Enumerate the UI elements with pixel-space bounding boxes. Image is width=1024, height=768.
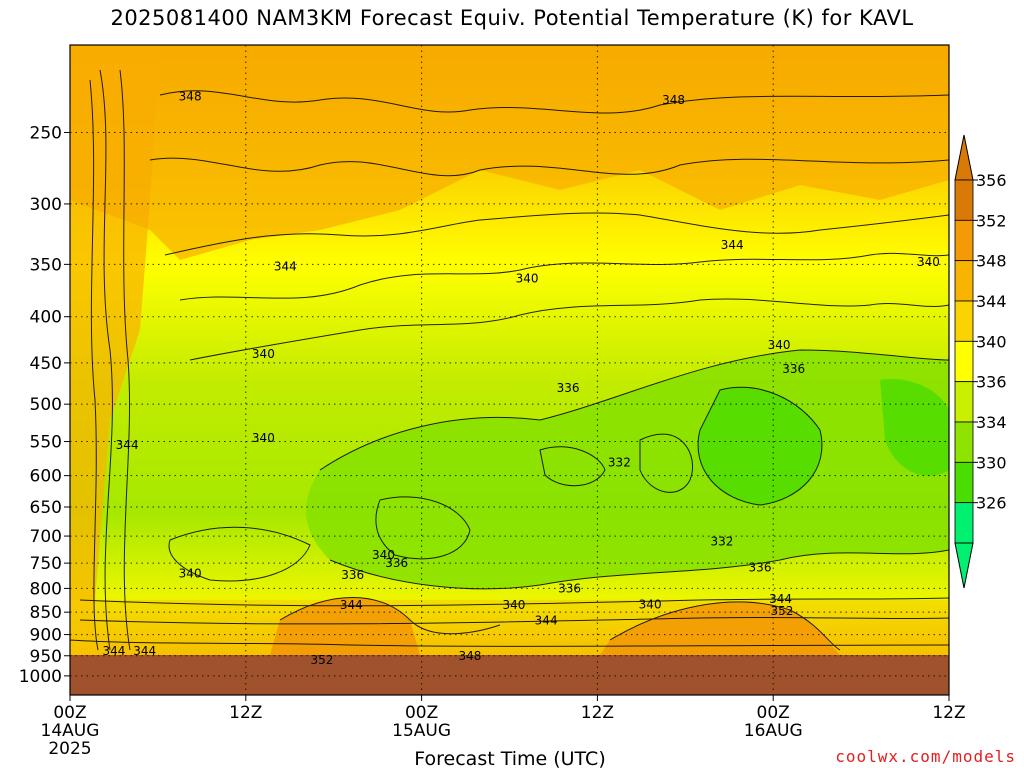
contour-label: 344 bbox=[274, 260, 297, 274]
y-tick-label: 350 bbox=[30, 255, 62, 275]
y-axis: 250 300 350 400 450 500 550 600 650 700 750 800 850 9… bbox=[19, 123, 70, 687]
contour-label: 336 bbox=[385, 556, 408, 570]
colorbar-label: 334 bbox=[976, 413, 1007, 432]
contour-label: 344 bbox=[721, 238, 744, 252]
colorbar-segment bbox=[954, 461, 974, 504]
y-tick-label: 400 bbox=[30, 308, 62, 328]
x-tick-date-label: 15AUG bbox=[392, 721, 451, 741]
contour-label: 344 bbox=[769, 592, 792, 606]
colorbar-top-arrow bbox=[954, 134, 974, 181]
contour-label: 340 bbox=[179, 566, 202, 580]
y-tick-label: 850 bbox=[30, 603, 62, 623]
x-tick-date-label: 16AUG bbox=[744, 721, 803, 741]
contour-label: 332 bbox=[710, 535, 733, 549]
contour-label: 348 bbox=[458, 649, 481, 663]
colorbar-segment bbox=[954, 421, 974, 463]
colorbar-segment bbox=[954, 179, 974, 221]
contour-label: 352 bbox=[771, 604, 794, 618]
x-tick-label: 00Z bbox=[53, 703, 86, 723]
y-tick-label: 250 bbox=[30, 123, 62, 143]
x-tick-label: 12Z bbox=[229, 703, 262, 723]
colorbar-segment bbox=[954, 502, 974, 544]
contour-label: 336 bbox=[341, 568, 364, 582]
x-tick-date-label: 14AUG bbox=[41, 721, 100, 741]
contour-label: 348 bbox=[662, 93, 685, 107]
x-tick-label: 12Z bbox=[581, 703, 614, 723]
colorbar-label: 356 bbox=[976, 171, 1007, 190]
contour-label: 344 bbox=[133, 644, 156, 658]
colorbar-segment bbox=[954, 219, 974, 262]
colorbar: 356 352 348 344 340 336 334 330 326 bbox=[954, 134, 1007, 589]
contour-labels: 348 3483443443403403403403363363403443323… bbox=[102, 89, 939, 667]
colorbar-label: 348 bbox=[976, 252, 1007, 271]
contour-label: 344 bbox=[535, 613, 558, 627]
colorbar-label: 344 bbox=[976, 292, 1007, 311]
colorbar-label: 340 bbox=[976, 332, 1007, 351]
colorbar-label: 326 bbox=[976, 494, 1007, 513]
contour-label: 344 bbox=[116, 438, 139, 452]
colorbar-bottom-arrow bbox=[954, 542, 974, 589]
y-tick-label: 300 bbox=[30, 195, 62, 215]
contour-label: 340 bbox=[917, 255, 940, 269]
y-tick-label: 950 bbox=[30, 647, 62, 667]
y-tick-label: 800 bbox=[30, 579, 62, 599]
contour-label: 340 bbox=[639, 597, 662, 611]
y-tick-label: 450 bbox=[30, 354, 62, 374]
contour-label: 336 bbox=[558, 581, 581, 595]
y-tick-label: 900 bbox=[30, 626, 62, 646]
contour-label: 340 bbox=[252, 347, 275, 361]
x-tick-label: 00Z bbox=[757, 703, 790, 723]
y-tick-label: 700 bbox=[30, 527, 62, 547]
y-tick-label: 750 bbox=[30, 554, 62, 574]
colorbar-label: 336 bbox=[976, 373, 1007, 392]
x-tick-label: 00Z bbox=[405, 703, 438, 723]
x-axis-title: Forecast Time (UTC) bbox=[414, 748, 605, 768]
plot-border bbox=[69, 44, 950, 696]
contour-label: 340 bbox=[516, 272, 539, 286]
contour-label: 348 bbox=[179, 89, 202, 103]
colorbar-segment bbox=[954, 381, 974, 423]
x-tick-label: 12Z bbox=[932, 703, 965, 723]
contour-label: 340 bbox=[372, 548, 395, 562]
x-tick-year-label: 2025 bbox=[48, 739, 91, 759]
chart-title: 2025081400 NAM3KM Forecast Equiv. Potent… bbox=[110, 6, 914, 30]
watermark: coolwx.com/models bbox=[835, 747, 1016, 766]
colorbar-label: 330 bbox=[976, 453, 1007, 472]
y-tick-label: 1000 bbox=[19, 667, 62, 687]
colorbar-label: 352 bbox=[976, 211, 1007, 230]
contour-label: 340 bbox=[768, 338, 791, 352]
plot-area bbox=[70, 45, 949, 695]
contour-label: 336 bbox=[782, 362, 805, 376]
contour-label: 352 bbox=[311, 653, 334, 667]
contour-label: 336 bbox=[557, 381, 580, 395]
contour-label: 336 bbox=[749, 560, 772, 574]
colorbar-segment bbox=[954, 260, 974, 302]
colorbar-segment bbox=[954, 340, 974, 383]
contour-label: 340 bbox=[502, 598, 525, 612]
y-tick-label: 500 bbox=[30, 395, 62, 415]
contour-label: 344 bbox=[102, 644, 125, 658]
contour-label: 332 bbox=[608, 455, 631, 469]
contour-label: 340 bbox=[252, 431, 275, 445]
contour-label: 344 bbox=[340, 598, 363, 612]
colorbar-segment bbox=[954, 300, 974, 342]
y-tick-label: 550 bbox=[30, 433, 62, 453]
y-tick-label: 600 bbox=[30, 467, 62, 487]
y-tick-label: 650 bbox=[30, 498, 62, 518]
